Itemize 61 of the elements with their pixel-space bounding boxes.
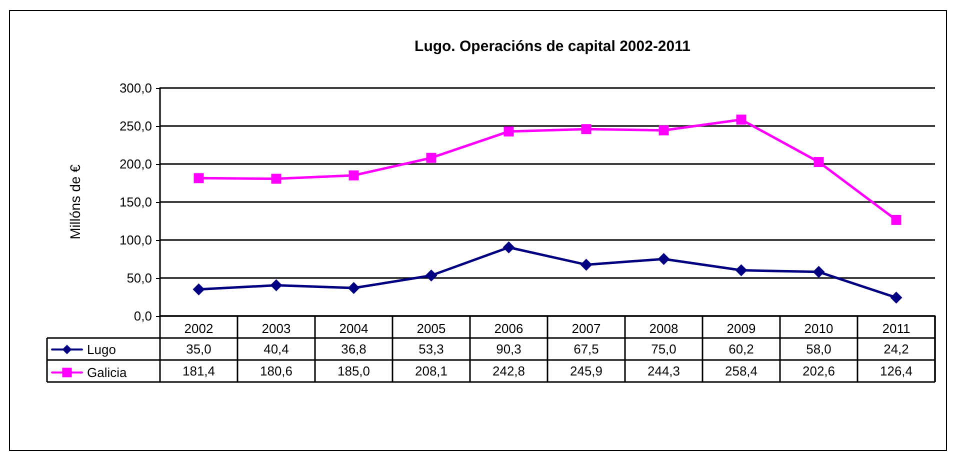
point: [812, 266, 825, 278]
point: [890, 292, 902, 304]
data-label: 60,2: [728, 342, 754, 356]
data-label: 36,8: [341, 342, 366, 356]
data-label: 244,3: [647, 364, 680, 378]
x-tick-label: 2007: [572, 321, 601, 336]
x-tick-label: 2003: [262, 321, 291, 336]
data-label: 202,6: [802, 364, 836, 378]
data-label: 208,1: [414, 364, 448, 378]
y-tick-label: 0,0: [134, 308, 152, 324]
y-tick-label: 300,0: [119, 80, 152, 96]
data-label: 24,2: [884, 342, 909, 356]
y-tick-label: 150,0: [119, 194, 152, 210]
data-label: 67,5: [574, 342, 599, 356]
point: [270, 279, 282, 292]
point: [426, 152, 436, 163]
data-label: 75,0: [651, 342, 676, 356]
data-label: 58,0: [806, 342, 832, 356]
x-tick-label: 2009: [726, 321, 756, 336]
x-tick-label: 2008: [649, 321, 678, 336]
x-tick-label: 2006: [494, 321, 524, 336]
data-label: 53,3: [418, 342, 444, 356]
data-label: 185,0: [337, 364, 370, 378]
point: [425, 269, 438, 282]
point: [192, 283, 205, 296]
x-tick-label: 2004: [339, 321, 368, 336]
legend-label: Galicia: [87, 365, 128, 380]
point: [581, 124, 592, 134]
point: [348, 170, 359, 180]
legend-label: Lugo: [87, 342, 116, 357]
x-tick-label: 2010: [804, 321, 834, 336]
data-label: 258,4: [724, 364, 758, 378]
data-label: 40,4: [264, 342, 289, 356]
point: [891, 214, 902, 225]
point: [658, 125, 669, 136]
point: [271, 174, 282, 184]
y-tick-label: 200,0: [119, 156, 152, 172]
y-tick-label: 100,0: [119, 232, 152, 248]
x-tick-label: 2011: [882, 321, 910, 336]
point: [735, 264, 748, 276]
point: [502, 241, 515, 254]
data-label: 181,4: [182, 364, 216, 378]
point: [580, 258, 592, 271]
data-label: 35,0: [186, 342, 212, 356]
y-tick-label: 250,0: [119, 118, 152, 134]
data-label: 242,8: [492, 364, 526, 378]
point: [504, 126, 514, 136]
data-label: 245,9: [570, 364, 603, 378]
x-tick-label: 2005: [416, 321, 446, 336]
point: [814, 157, 824, 168]
point: [194, 173, 204, 184]
y-axis-title: Millóns de €: [67, 164, 83, 240]
y-tick-label: 50,0: [126, 270, 152, 286]
point: [736, 114, 746, 125]
point: [348, 282, 360, 294]
x-tick-label: 2002: [184, 321, 214, 336]
point: [658, 253, 670, 265]
chart-title: Lugo. Operacións de capital 2002-2011: [414, 38, 690, 55]
data-label: 90,3: [496, 342, 522, 356]
data-label: 180,6: [260, 364, 293, 378]
data-label: 126,4: [880, 364, 913, 378]
